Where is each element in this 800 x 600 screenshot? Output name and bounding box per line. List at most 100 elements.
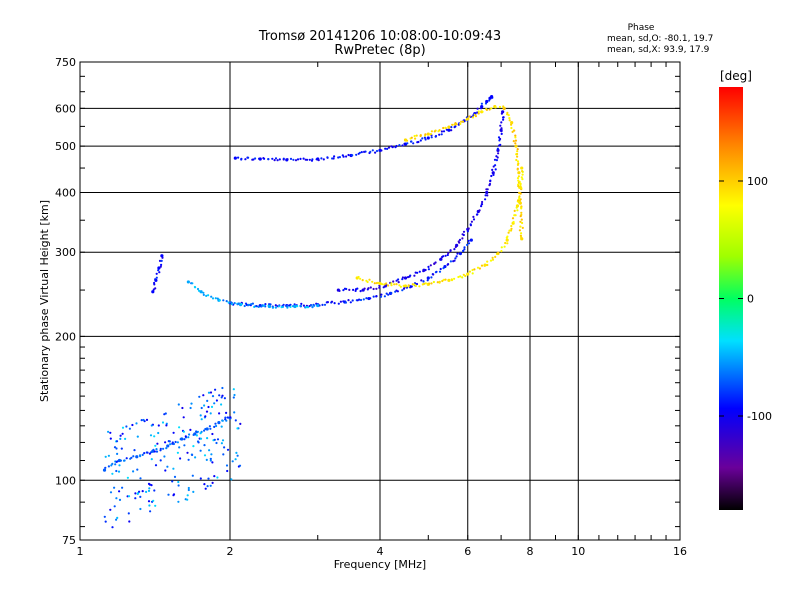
data-point (116, 516, 119, 520)
data-point (107, 465, 110, 468)
colorbar-ticks: 100 0 -100 (719, 175, 772, 423)
data-point (114, 463, 117, 466)
data-point (415, 134, 418, 137)
data-point (222, 299, 225, 302)
data-point (369, 297, 372, 300)
data-point (499, 128, 503, 132)
data-point (221, 386, 224, 390)
data-point (223, 446, 226, 449)
data-point (521, 173, 524, 176)
data-point (246, 304, 250, 307)
data-point (177, 484, 180, 487)
x-tick-label: 2 (227, 545, 234, 558)
data-point (154, 504, 157, 507)
data-point (196, 287, 200, 291)
data-point (209, 484, 212, 487)
data-point (263, 157, 266, 160)
data-point (226, 416, 229, 419)
data-point (208, 449, 211, 452)
data-point (302, 157, 305, 160)
data-point (442, 278, 445, 281)
data-point (466, 272, 470, 276)
data-point (127, 512, 130, 515)
data-point (191, 282, 194, 285)
data-point (115, 447, 118, 450)
data-point (186, 498, 189, 501)
data-point (202, 291, 205, 294)
data-point (516, 163, 520, 166)
data-point (193, 432, 197, 436)
data-point (199, 432, 202, 435)
data-point (159, 265, 162, 268)
data-point (510, 126, 513, 130)
x-tick-label: 16 (673, 545, 687, 558)
data-point (468, 115, 471, 118)
data-point (349, 301, 352, 304)
data-point (139, 477, 142, 480)
data-point (203, 444, 206, 447)
data-point (323, 303, 327, 306)
data-point (141, 453, 144, 456)
data-point (206, 485, 209, 488)
data-point (369, 150, 372, 153)
data-point (510, 123, 513, 126)
data-point (127, 495, 131, 498)
data-point (503, 245, 506, 248)
data-point (373, 282, 376, 285)
data-point (302, 304, 305, 307)
data-point (378, 286, 381, 289)
data-point (214, 297, 217, 300)
data-point (250, 303, 253, 306)
data-point (420, 279, 423, 282)
data-point (210, 295, 213, 298)
data-point (430, 130, 433, 133)
data-point (518, 197, 521, 201)
data-point (207, 294, 210, 297)
data-point (466, 117, 470, 121)
data-point (236, 454, 239, 457)
data-point (409, 274, 412, 277)
data-point (229, 416, 232, 419)
y-tick-label: 400 (55, 186, 76, 199)
data-point (471, 272, 474, 275)
data-point (109, 437, 112, 440)
data-point (458, 238, 462, 241)
data-point (204, 415, 207, 418)
data-point (116, 452, 119, 455)
data-point (497, 152, 500, 155)
data-point (514, 142, 517, 145)
data-point (217, 421, 221, 425)
data-point (148, 452, 151, 455)
data-point (478, 209, 481, 212)
data-point (500, 250, 503, 253)
data-point (516, 177, 520, 180)
data-point (518, 195, 521, 198)
data-point (313, 304, 316, 307)
data-point (152, 448, 155, 451)
data-point (203, 404, 206, 407)
data-point (148, 487, 151, 490)
data-point (344, 301, 347, 304)
data-point (481, 110, 484, 113)
data-point (430, 282, 433, 285)
data-point (510, 121, 514, 125)
data-point (244, 158, 247, 161)
data-point (521, 178, 524, 181)
data-point (224, 416, 227, 419)
data-point (345, 155, 348, 158)
data-point (490, 94, 494, 99)
data-point (222, 453, 225, 456)
data-point (289, 305, 292, 308)
data-point (232, 388, 235, 391)
data-point (199, 290, 203, 294)
data-point (410, 140, 413, 143)
y-tick-label: 500 (55, 140, 76, 153)
data-point (489, 179, 492, 182)
data-point (516, 148, 519, 151)
data-point (332, 157, 335, 160)
data-point (363, 287, 366, 290)
data-point (235, 451, 238, 454)
data-point (141, 490, 144, 493)
data-point (206, 437, 209, 440)
data-point (236, 427, 239, 430)
